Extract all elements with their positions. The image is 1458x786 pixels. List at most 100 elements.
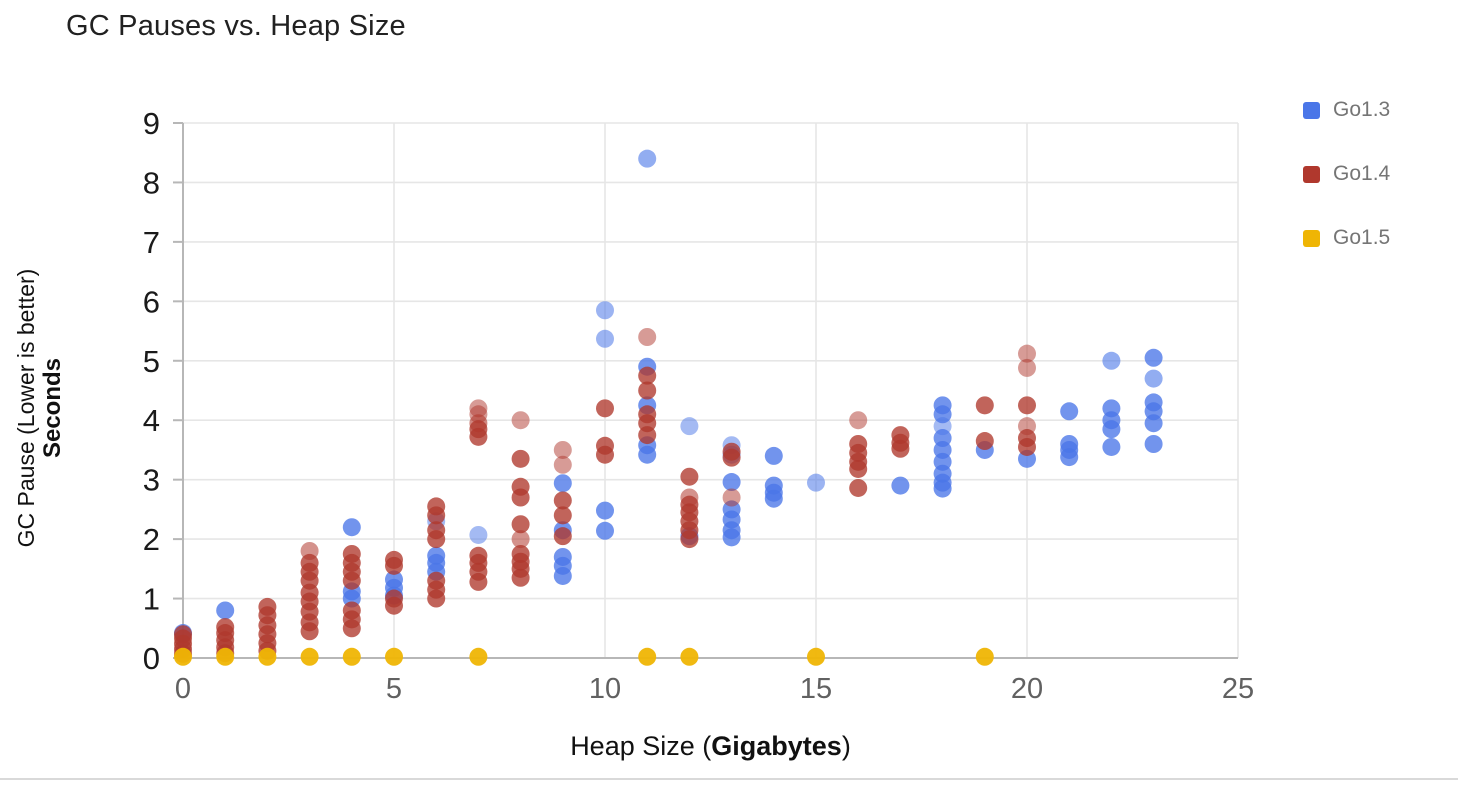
point-go1.4[interactable] [849,459,868,478]
point-go1.5[interactable] [300,647,319,666]
point-go1.4[interactable] [511,530,530,549]
point-go1.4[interactable] [596,436,614,455]
point-go1.5[interactable] [638,647,657,666]
point-go1.5[interactable] [807,647,825,666]
y-axis-labels: 0 1 2 3 4 5 6 7 8 9 [143,106,183,676]
point-go1.3[interactable] [1060,448,1079,467]
point-go1.4[interactable] [511,411,530,430]
point-go1.4[interactable] [849,411,868,430]
point-go1.3[interactable] [1102,437,1121,456]
gridlines [183,122,1239,658]
point-go1.4[interactable] [975,396,994,415]
point-go1.4[interactable] [511,544,530,563]
y-tick-label: 4 [143,403,160,438]
point-go1.3[interactable] [342,518,361,537]
x-axis-title-prefix: Heap Size ( [570,731,712,761]
point-go1.4[interactable] [596,399,614,418]
point-go1.4[interactable] [511,449,530,468]
bottom-divider [0,778,1458,780]
point-go1.4[interactable] [1018,437,1036,456]
point-go1.4[interactable] [553,491,572,510]
point-go1.3[interactable] [764,489,783,508]
point-go1.4[interactable] [1018,358,1036,377]
y-axis-title-line1: GC Pause (Lower is better) [13,268,39,548]
y-tick-label: 7 [143,225,160,260]
y-axis-title-line2: Seconds [39,357,67,459]
point-go1.4[interactable] [511,477,530,496]
point-go1.4[interactable] [553,506,572,525]
point-go1.4[interactable] [638,366,657,385]
point-go1.3[interactable] [680,417,699,436]
y-tick-label: 0 [143,641,160,676]
point-go1.3[interactable] [1102,351,1121,370]
point-go1.3[interactable] [1060,402,1079,421]
point-go1.5[interactable] [258,647,277,666]
point-go1.4[interactable] [174,625,192,644]
point-go1.3[interactable] [596,501,614,520]
point-go1.4[interactable] [258,597,277,616]
point-go1.4[interactable] [849,478,868,497]
point-go1.4[interactable] [553,455,572,474]
point-go1.3[interactable] [469,525,488,544]
point-go1.4[interactable] [427,571,446,590]
point-go1.3[interactable] [1144,369,1163,388]
point-go1.3[interactable] [1102,420,1121,439]
point-go1.5[interactable] [385,647,403,666]
point-go1.4[interactable] [638,381,657,400]
point-go1.3[interactable] [722,473,741,492]
point-go1.5[interactable] [342,647,361,666]
point-go1.3[interactable] [722,528,741,547]
point-go1.4[interactable] [975,432,994,451]
point-go1.3[interactable] [596,521,614,540]
series-go1.5 [174,647,994,666]
legend-item-go1.5: Go1.5 [1303,226,1390,249]
point-go1.3[interactable] [807,473,825,492]
point-go1.5[interactable] [469,647,488,666]
point-go1.4[interactable] [553,440,572,459]
point-go1.4[interactable] [342,601,361,620]
point-go1.4[interactable] [300,542,319,560]
point-go1.5[interactable] [975,647,994,666]
point-go1.4[interactable] [385,589,403,608]
point-go1.3[interactable] [553,566,572,585]
point-go1.3[interactable] [638,149,657,168]
point-go1.4[interactable] [469,399,488,418]
point-go1.4[interactable] [680,467,699,486]
point-go1.3[interactable] [1144,348,1163,367]
point-go1.3[interactable] [596,301,614,320]
point-go1.5[interactable] [174,647,192,666]
point-go1.3[interactable] [1144,414,1163,433]
point-go1.4[interactable] [427,497,446,516]
point-go1.3[interactable] [553,474,572,493]
point-go1.4[interactable] [1018,396,1036,415]
point-go1.4[interactable] [680,530,699,549]
point-go1.4[interactable] [385,550,403,569]
point-go1.3[interactable] [933,479,952,498]
point-go1.3[interactable] [638,445,657,464]
point-go1.4[interactable] [511,515,530,534]
point-go1.4[interactable] [342,544,361,563]
x-tick-label: 20 [1011,673,1043,705]
point-go1.5[interactable] [216,647,235,666]
chart-title: GC Pauses vs. Heap Size [66,10,406,42]
point-go1.4[interactable] [722,488,741,507]
point-go1.5[interactable] [680,647,699,666]
point-go1.4[interactable] [638,426,657,445]
point-go1.4[interactable] [891,439,910,458]
point-go1.4[interactable] [216,618,235,637]
point-go1.4[interactable] [638,328,657,346]
point-go1.4[interactable] [553,527,572,546]
point-go1.3[interactable] [1144,435,1163,453]
point-go1.4[interactable] [427,521,446,540]
point-go1.3[interactable] [596,329,614,348]
point-go1.3[interactable] [891,476,910,495]
x-tick-label: 0 [175,673,191,705]
point-go1.4[interactable] [722,448,741,467]
point-go1.3[interactable] [216,601,235,620]
point-go1.4[interactable] [1018,344,1036,363]
point-go1.3[interactable] [764,446,783,465]
x-axis-title-suffix: ) [841,731,851,761]
axis-lines [182,123,1238,659]
point-go1.4[interactable] [469,546,488,565]
x-tick-label: 15 [800,673,832,705]
